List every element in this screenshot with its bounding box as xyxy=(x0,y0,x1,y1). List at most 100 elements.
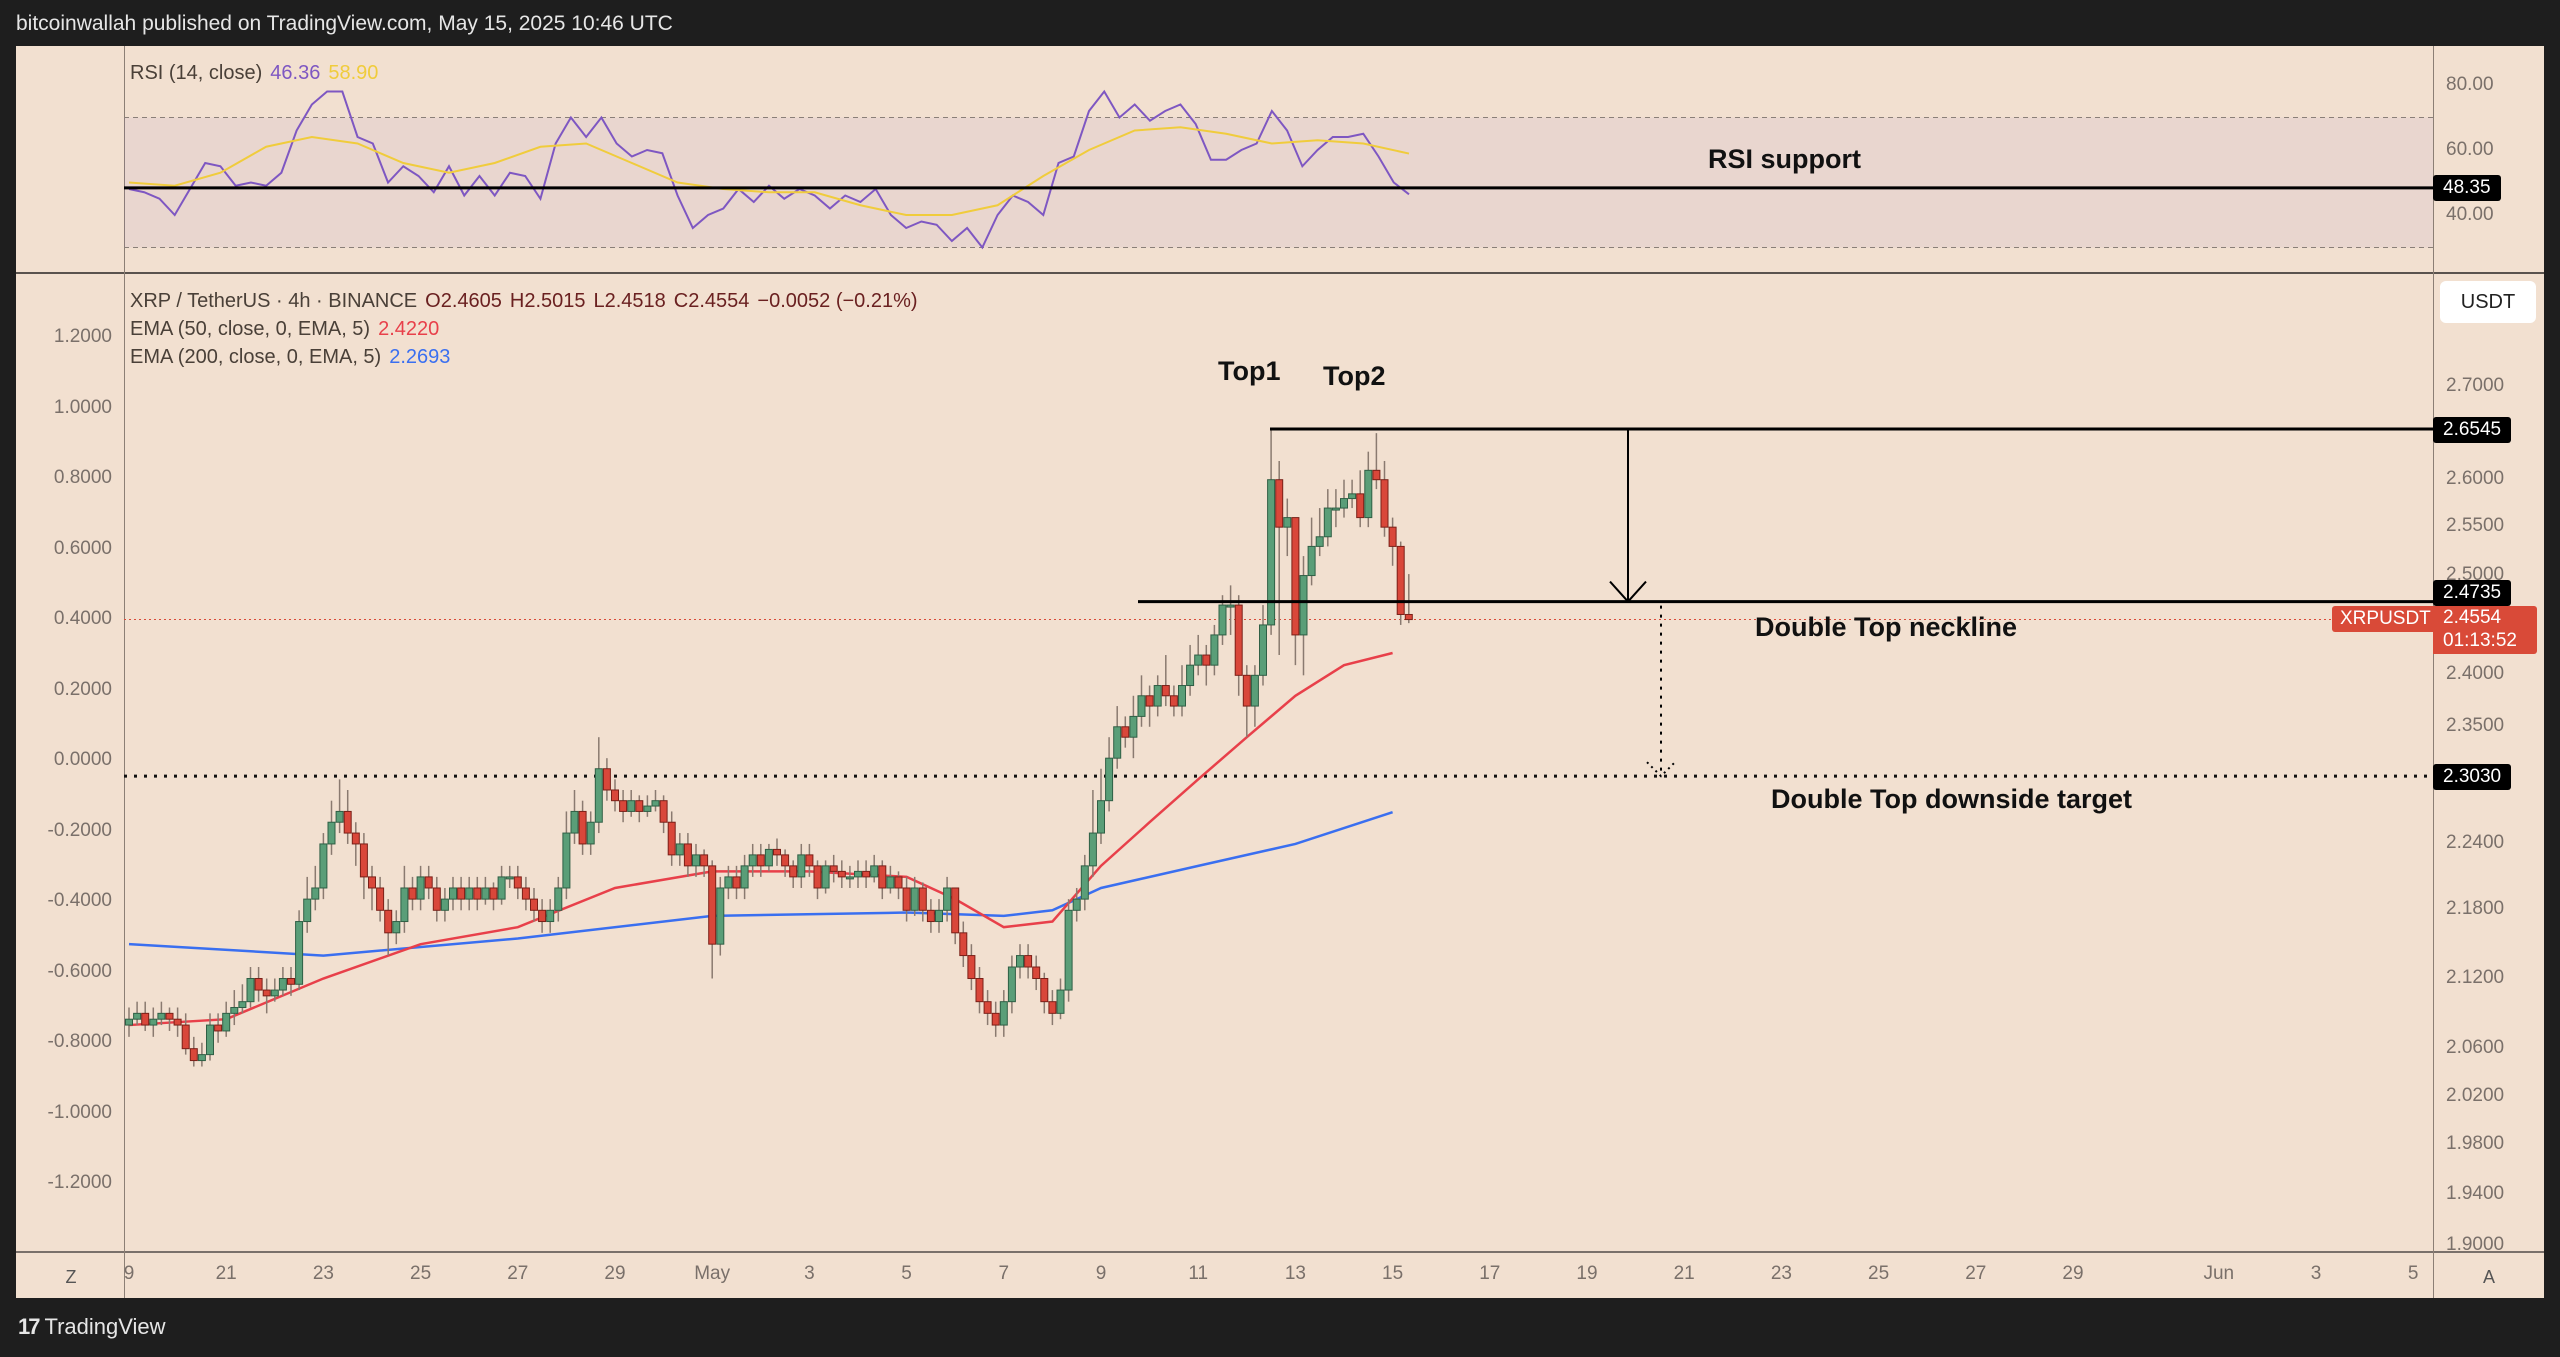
price-tick: 2.1200 xyxy=(2446,966,2505,988)
chart-frame[interactable] xyxy=(16,46,2544,1298)
candle-down xyxy=(878,865,887,889)
candle-down xyxy=(214,1024,223,1032)
rsi-support-price-label: 48.35 xyxy=(2433,175,2501,201)
candle-up xyxy=(1283,517,1292,528)
candle-down xyxy=(659,800,668,823)
time-tick: 17 xyxy=(1479,1263,1501,1284)
time-tick: 5 xyxy=(2407,1263,2419,1284)
auto-scale-button[interactable]: A xyxy=(2482,1266,2495,1287)
time-tick: 25 xyxy=(410,1263,432,1284)
candle-up xyxy=(845,876,854,880)
symbol-name[interactable]: XRP / TetherUS · 4h · BINANCE xyxy=(130,290,418,312)
candle-up xyxy=(627,800,636,812)
candle-up xyxy=(295,921,304,985)
candle-down xyxy=(1404,613,1413,621)
candle-down xyxy=(1291,517,1300,636)
candle-down xyxy=(967,955,976,980)
candle-down xyxy=(1234,604,1243,676)
candle-up xyxy=(1348,493,1357,500)
left-axis-tick: 0.8000 xyxy=(53,467,112,488)
candle-down xyxy=(805,854,814,867)
candle-down xyxy=(538,909,547,923)
ema50-legend: EMA (50, close, 0, EMA, 5) 2.4220 xyxy=(130,318,447,341)
candle-up xyxy=(554,887,563,911)
candle-down xyxy=(1202,654,1211,666)
target-label[interactable]: Double Top downside target xyxy=(1771,784,2132,814)
price-tick: 2.2400 xyxy=(2446,831,2505,853)
candle-down xyxy=(611,789,619,802)
left-axis-border xyxy=(124,46,125,1298)
candle-up xyxy=(303,898,312,923)
candle-up xyxy=(449,887,457,900)
rsi-tick: 40.00 xyxy=(2446,204,2494,225)
candle-up xyxy=(125,1018,133,1026)
candle-up xyxy=(1064,909,1073,991)
rsi-tick: 80.00 xyxy=(2446,74,2494,95)
candle-down xyxy=(813,865,822,889)
time-tick: 19 xyxy=(1576,1263,1598,1284)
ema200-line xyxy=(128,810,1393,957)
neckline-label[interactable]: Double Top neckline xyxy=(1755,612,2018,642)
candle-down xyxy=(1380,479,1389,528)
candle-up xyxy=(481,887,490,900)
candle-up xyxy=(497,876,506,900)
candle-up xyxy=(1340,498,1348,509)
candle-down xyxy=(781,854,790,867)
candle-down xyxy=(408,887,417,900)
candle-down xyxy=(975,978,984,1003)
right-axis-border xyxy=(2433,46,2434,1298)
time-tick: 13 xyxy=(1284,1263,1306,1284)
ema200-label[interactable]: EMA (200, close, 0, EMA, 5) xyxy=(130,346,382,368)
top2-label[interactable]: Top2 xyxy=(1323,361,1386,391)
candle-up xyxy=(594,768,603,823)
tradingview-logo[interactable]: 17 TradingView xyxy=(18,1314,166,1340)
candle-up xyxy=(416,876,425,900)
price-tick: 1.9400 xyxy=(2446,1183,2505,1205)
currency-button[interactable]: USDT xyxy=(2440,281,2536,323)
candle-up xyxy=(1056,989,1065,1014)
candle-up xyxy=(643,805,652,812)
candle-down xyxy=(1024,955,1033,968)
candle-up xyxy=(311,887,320,900)
rsi-legend-name: RSI (14, close) xyxy=(130,62,263,84)
tradingview-logo-icon: 17 xyxy=(18,1314,41,1339)
zoom-z-button[interactable]: Z xyxy=(65,1266,77,1287)
candle-up xyxy=(1088,832,1097,867)
candle-down xyxy=(1242,674,1251,707)
time-axis-border xyxy=(16,1251,2544,1253)
top1-label[interactable]: Top1 xyxy=(1218,356,1281,386)
candle-down xyxy=(1121,726,1130,738)
price-tick: 2.0200 xyxy=(2446,1084,2505,1106)
time-tick: 9 xyxy=(123,1263,135,1284)
candle-up xyxy=(724,876,733,889)
rsi-support-label[interactable]: RSI support xyxy=(1708,144,1861,174)
candle-down xyxy=(983,1001,992,1014)
time-tick: 27 xyxy=(507,1263,529,1284)
pane-separator[interactable] xyxy=(16,272,2544,274)
symbol-price-tag: XRPUSDT xyxy=(2332,606,2439,632)
candle-up xyxy=(740,865,749,889)
price-tick: 1.9000 xyxy=(2446,1234,2505,1256)
left-axis-tick: 0.0000 xyxy=(53,749,112,770)
candle-up xyxy=(1364,469,1373,519)
ohlc-open: O2.4605 xyxy=(425,290,502,312)
rsi-band xyxy=(124,117,2433,248)
ema50-label[interactable]: EMA (50, close, 0, EMA, 5) xyxy=(130,318,371,340)
candle-up xyxy=(1194,654,1203,666)
candle-down xyxy=(359,843,368,878)
candle-down xyxy=(521,887,530,900)
time-tick: 29 xyxy=(2062,1263,2084,1284)
candle-up xyxy=(230,1007,239,1014)
candle-up xyxy=(157,1012,166,1020)
candle-up xyxy=(1267,479,1276,626)
candle-down xyxy=(1145,695,1154,707)
time-tick: 5 xyxy=(901,1263,912,1284)
candle-up xyxy=(1129,715,1138,738)
candle-down xyxy=(1396,545,1405,615)
left-axis-tick: -0.8000 xyxy=(47,1031,112,1052)
left-axis-tick: 1.2000 xyxy=(53,326,112,347)
candle-down xyxy=(902,887,911,911)
candle-up xyxy=(748,854,757,867)
candle-down xyxy=(1388,526,1397,547)
